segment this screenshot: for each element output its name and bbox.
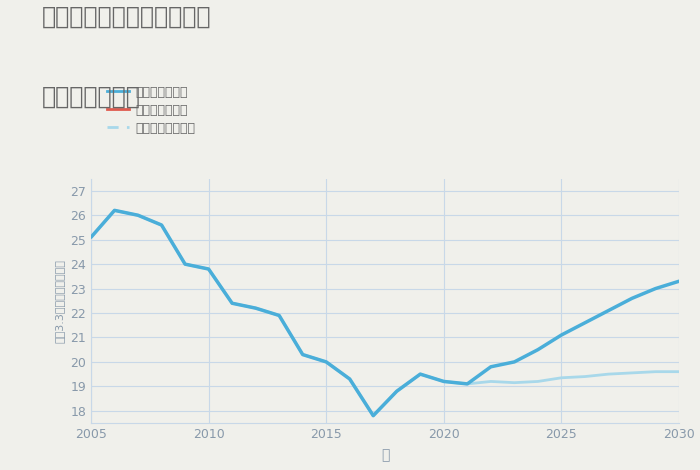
ノーマルシナリオ	[87, 235, 95, 240]
ノーマルシナリオ	[393, 388, 401, 394]
ノーマルシナリオ	[651, 369, 659, 375]
グッドシナリオ	[275, 313, 284, 318]
グッドシナリオ	[228, 300, 237, 306]
グッドシナリオ	[533, 347, 542, 352]
ノーマルシナリオ	[181, 261, 189, 267]
グッドシナリオ	[181, 261, 189, 267]
ノーマルシナリオ	[463, 381, 472, 387]
ノーマルシナリオ	[158, 222, 166, 228]
Text: 土地の価格推移: 土地の価格推移	[42, 85, 141, 109]
グッドシナリオ	[158, 222, 166, 228]
グッドシナリオ	[87, 235, 95, 240]
グッドシナリオ	[251, 306, 260, 311]
グッドシナリオ	[628, 296, 636, 301]
ノーマルシナリオ	[416, 371, 424, 377]
Text: 兵庫県豊岡市出石町福見の: 兵庫県豊岡市出石町福見の	[42, 5, 211, 29]
グッドシナリオ	[393, 388, 401, 394]
グッドシナリオ	[463, 381, 472, 387]
グッドシナリオ	[298, 352, 307, 357]
グッドシナリオ	[346, 376, 354, 382]
グッドシナリオ	[111, 208, 119, 213]
グッドシナリオ	[322, 359, 330, 365]
ノーマルシナリオ	[251, 306, 260, 311]
ノーマルシナリオ	[628, 370, 636, 376]
グッドシナリオ	[134, 212, 142, 218]
グッドシナリオ	[510, 359, 519, 365]
ノーマルシナリオ	[275, 313, 284, 318]
グッドシナリオ	[204, 266, 213, 272]
ノーマルシナリオ	[369, 413, 377, 418]
ノーマルシナリオ	[204, 266, 213, 272]
ノーマルシナリオ	[510, 380, 519, 385]
ノーマルシナリオ	[533, 379, 542, 384]
ノーマルシナリオ	[298, 352, 307, 357]
グッドシナリオ	[369, 413, 377, 418]
ノーマルシナリオ	[440, 379, 448, 384]
ノーマルシナリオ	[604, 371, 612, 377]
グッドシナリオ	[557, 332, 566, 338]
ノーマルシナリオ	[228, 300, 237, 306]
ノーマルシナリオ	[134, 212, 142, 218]
Line: グッドシナリオ: グッドシナリオ	[91, 211, 679, 415]
ノーマルシナリオ	[111, 208, 119, 213]
ノーマルシナリオ	[322, 359, 330, 365]
グッドシナリオ	[486, 364, 495, 369]
グッドシナリオ	[675, 278, 683, 284]
ノーマルシナリオ	[557, 375, 566, 381]
グッドシナリオ	[604, 308, 612, 313]
ノーマルシナリオ	[486, 379, 495, 384]
Y-axis label: 坪（3.3㎡）単価（万円）: 坪（3.3㎡）単価（万円）	[55, 259, 64, 343]
Line: ノーマルシナリオ: ノーマルシナリオ	[91, 211, 679, 415]
グッドシナリオ	[651, 286, 659, 291]
ノーマルシナリオ	[581, 374, 589, 379]
X-axis label: 年: 年	[381, 448, 389, 462]
グッドシナリオ	[440, 379, 448, 384]
グッドシナリオ	[416, 371, 424, 377]
ノーマルシナリオ	[346, 376, 354, 382]
グッドシナリオ	[581, 320, 589, 326]
Legend: グッドシナリオ, バッドシナリオ, ノーマルシナリオ: グッドシナリオ, バッドシナリオ, ノーマルシナリオ	[103, 82, 200, 139]
ノーマルシナリオ	[675, 369, 683, 375]
